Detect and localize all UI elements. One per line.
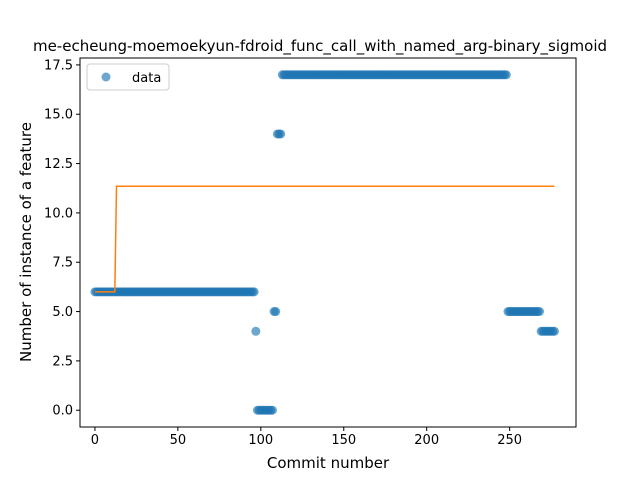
y-tick-label: 0.0 bbox=[52, 404, 73, 419]
y-axis-label: Number of instance of a feature bbox=[17, 122, 35, 362]
plot-marks bbox=[90, 70, 559, 415]
x-tick-label: 100 bbox=[248, 433, 273, 448]
x-tick-label: 250 bbox=[497, 433, 522, 448]
y-tick-label: 17.5 bbox=[44, 58, 73, 73]
x-tick-label: 150 bbox=[331, 433, 356, 448]
x-tick-label: 0 bbox=[91, 433, 99, 448]
data-point bbox=[276, 129, 286, 139]
y-tick-label: 10.0 bbox=[44, 206, 73, 221]
data-point bbox=[251, 326, 261, 336]
x-tick-label: 50 bbox=[170, 433, 187, 448]
legend-marker-data bbox=[101, 72, 111, 82]
y-axis-ticks: 0.0 2.5 5.0 7.5 10.0 12.5 15.0 17.5 bbox=[44, 58, 80, 419]
data-point bbox=[501, 70, 511, 80]
data-point bbox=[549, 326, 559, 336]
x-axis-label: Commit number bbox=[267, 454, 390, 472]
data-point bbox=[267, 405, 277, 415]
y-tick-label: 15.0 bbox=[44, 108, 73, 123]
data-point bbox=[271, 307, 281, 317]
y-tick-label: 12.5 bbox=[44, 157, 73, 172]
chart-title: me-echeung-moemoekyun-fdroid_func_call_w… bbox=[33, 37, 607, 56]
data-point bbox=[535, 307, 545, 317]
legend: data bbox=[86, 63, 170, 91]
y-tick-label: 2.5 bbox=[52, 354, 73, 369]
x-tick-label: 200 bbox=[414, 433, 439, 448]
data-point bbox=[249, 287, 259, 297]
legend-label-data: data bbox=[132, 71, 161, 86]
y-tick-label: 5.0 bbox=[52, 305, 73, 320]
fit-line bbox=[94, 185, 555, 293]
plot-frame bbox=[79, 57, 577, 428]
legend-box bbox=[86, 63, 170, 91]
x-axis-ticks: 0 50 100 150 200 250 bbox=[91, 427, 522, 448]
y-tick-label: 7.5 bbox=[52, 256, 73, 271]
